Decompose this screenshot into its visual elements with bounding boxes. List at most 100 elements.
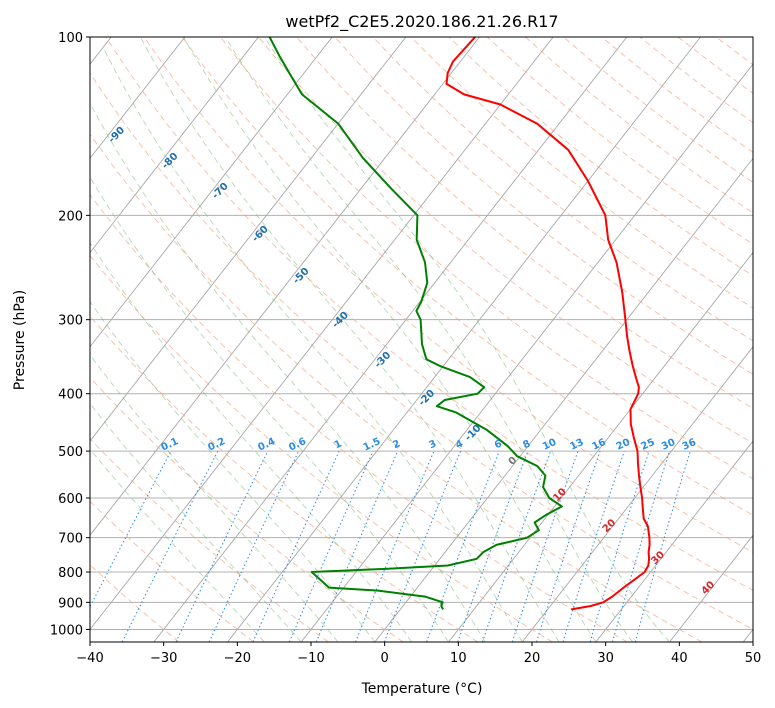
y-tick-label: 100 — [58, 31, 83, 46]
moist-adiabat-line — [225, 37, 634, 642]
dry-adiabat-line — [90, 315, 479, 642]
mixing-ratio-line — [589, 450, 650, 642]
mixing-ratio-line — [208, 450, 300, 642]
dry-adiabat-line — [90, 376, 404, 642]
mixing-ratio-line — [383, 450, 462, 642]
isotherm-line — [153, 37, 628, 642]
y-axis: 100 200 300 400 500 600 700 800 900 1000 — [50, 31, 90, 638]
mixing-ratio-line — [355, 450, 435, 642]
moist-adiabat-line — [90, 354, 339, 642]
dry-adiabat-line — [90, 194, 628, 642]
dry-adiabat-label: -70 — [210, 181, 231, 202]
dry-adiabat-label: -20 — [417, 388, 438, 409]
dry-adiabat-line — [143, 37, 753, 553]
isotherm-line — [669, 534, 753, 642]
y-tick-label: 300 — [58, 314, 83, 329]
dry-adiabat-label: 20 — [601, 517, 619, 535]
dry-adiabat-line — [754, 37, 775, 642]
isotherm-line — [90, 37, 333, 348]
mixing-ratio-label: 1 — [333, 438, 344, 451]
moist-adiabat-line — [90, 402, 302, 642]
y-tick-label: 900 — [58, 596, 83, 611]
dry-adiabat-line — [105, 37, 753, 591]
mixing-ratio-label: 30 — [660, 437, 677, 453]
x-tick-label: 50 — [745, 651, 762, 666]
isotherm-line — [742, 628, 753, 642]
y-tick-label: 800 — [58, 566, 83, 581]
x-tick-label: −30 — [150, 651, 177, 666]
y-tick-label: 700 — [58, 532, 83, 547]
moist-adiabat-line — [90, 102, 486, 642]
mixing-ratio-line — [252, 450, 340, 642]
temperature-profile-line — [445, 37, 651, 611]
dry-adiabat-line — [90, 133, 703, 642]
mixing-ratio-line — [536, 450, 601, 642]
dry-adiabat-line — [220, 37, 753, 480]
dry-adiabat-line — [715, 37, 753, 66]
mixing-ratio-line — [511, 450, 579, 642]
isotherm-line — [90, 37, 407, 442]
mixing-ratio-line — [90, 450, 172, 608]
isotherm-line — [90, 37, 186, 160]
dry-adiabat-line — [90, 72, 753, 630]
dry-adiabat-line — [90, 500, 254, 642]
moist-adiabat-line — [140, 37, 560, 642]
mixing-ratio-line — [612, 450, 671, 642]
y-tick-label: 1000 — [50, 623, 83, 638]
mixing-ratio-label: 20 — [615, 437, 632, 453]
dry-adiabat-label: -90 — [107, 125, 128, 146]
dry-adiabat-line — [90, 564, 180, 642]
dry-adiabat-line — [90, 254, 553, 642]
dry-adiabat-label: -40 — [330, 310, 351, 331]
x-axis-label: Temperature (°C) — [361, 681, 483, 697]
dry-adiabat-line — [448, 37, 753, 277]
dry-adiabat-label: 40 — [700, 579, 718, 597]
mixing-ratio-line — [562, 450, 625, 642]
mixing-ratio-line — [315, 450, 399, 642]
moist-adiabat-line — [90, 448, 265, 642]
moist-adiabat-line — [90, 242, 413, 642]
mixing-ratio-label: 4 — [454, 438, 465, 451]
isotherm-line — [595, 440, 753, 642]
x-axis: −40 −30 −20 −10 0 10 20 30 40 50 — [76, 642, 761, 666]
mixing-ratio-line — [634, 450, 691, 642]
moist-adiabat-line — [90, 300, 376, 642]
isotherm-line — [227, 37, 701, 642]
dry-adiabat-line — [90, 438, 329, 642]
dry-adiabat-line — [525, 37, 753, 214]
dry-adiabat-label: -50 — [291, 266, 312, 287]
mixing-ratio-label: 3 — [427, 438, 438, 451]
x-tick-label: −40 — [76, 651, 103, 666]
x-tick-label: 10 — [450, 651, 467, 666]
x-tick-label: 20 — [524, 651, 541, 666]
mixing-ratio-label: 8 — [521, 438, 532, 451]
moist-adiabat-line — [183, 37, 597, 642]
isotherm-line — [521, 346, 753, 642]
dry-adiabat-line — [181, 37, 753, 516]
dry-adiabat-label: -80 — [160, 151, 181, 172]
mixing-ratio-label: 13 — [568, 437, 585, 453]
x-tick-label: −20 — [224, 651, 251, 666]
grid-layer — [90, 37, 753, 642]
x-tick-label: −10 — [297, 651, 324, 666]
mixing-ratio-line — [288, 450, 374, 642]
mixing-ratio-label: 25 — [639, 437, 656, 453]
dry-adiabat-line — [677, 37, 753, 94]
moist-adiabat-line — [264, 37, 670, 642]
mixing-ratio-line — [482, 450, 552, 642]
y-tick-label: 200 — [58, 209, 83, 224]
plot-frame — [89, 36, 754, 643]
mixing-ratio-label: 36 — [681, 437, 698, 453]
mixing-ratio-label: 16 — [590, 437, 607, 453]
dewpoint-profile-line — [268, 37, 563, 610]
dry-adiabat-line — [563, 37, 753, 183]
y-tick-label: 600 — [58, 492, 83, 507]
dry-adiabat-line — [372, 37, 753, 342]
mixing-ratio-label: 6 — [493, 438, 504, 451]
moist-adiabat-line — [103, 49, 523, 642]
dry-adiabat-line — [258, 37, 753, 444]
mixing-ratio-label: 10 — [541, 437, 558, 453]
x-tick-label: 30 — [597, 651, 614, 666]
y-axis-label: Pressure (hPa) — [12, 290, 28, 390]
